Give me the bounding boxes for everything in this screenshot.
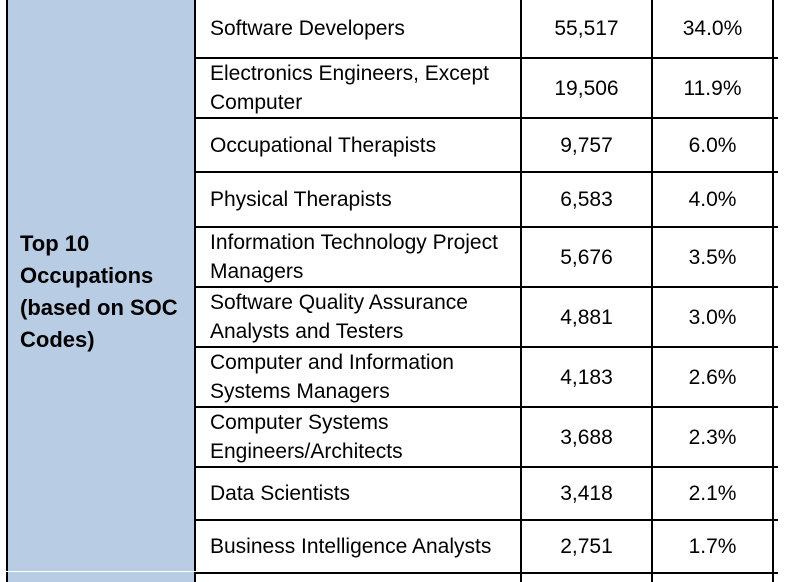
occupation-rows: Software Developers 55,517 34.0% Electro… bbox=[196, 0, 778, 582]
percent-cell: 2.3% bbox=[653, 408, 774, 466]
percent-cell: 1.7% bbox=[653, 521, 774, 572]
column-divider bbox=[772, 572, 774, 582]
next-row-edge bbox=[196, 572, 778, 582]
occupation-cell: Computer Systems Engineers/Architects bbox=[196, 408, 522, 466]
count-cell: 9,757 bbox=[522, 119, 653, 171]
occupation-cell: Data Scientists bbox=[196, 468, 522, 519]
percent-cell: 2.1% bbox=[653, 468, 774, 519]
percent-cell: 34.0% bbox=[653, 0, 774, 57]
occupation-cell: Information Technology Project Managers bbox=[196, 228, 522, 286]
occupation-cell: Occupational Therapists bbox=[196, 119, 522, 171]
count-cell: 19,506 bbox=[522, 59, 653, 117]
table-row: Occupational Therapists 9,757 6.0% bbox=[196, 119, 778, 173]
percent-cell: 3.0% bbox=[653, 288, 774, 346]
next-category-cell-edge bbox=[6, 572, 196, 582]
count-cell: 55,517 bbox=[522, 0, 653, 57]
occupation-cell: Software Developers bbox=[196, 0, 522, 57]
occupation-cell: Software Quality Assurance Analysts and … bbox=[196, 288, 522, 346]
table-row: Software Quality Assurance Analysts and … bbox=[196, 288, 778, 348]
count-cell: 2,751 bbox=[522, 521, 653, 572]
column-divider bbox=[520, 572, 522, 582]
percent-cell: 11.9% bbox=[653, 59, 774, 117]
percent-cell: 2.6% bbox=[653, 348, 774, 406]
category-label: Top 10 Occupations (based on SOC Codes) bbox=[20, 231, 178, 352]
count-cell: 6,583 bbox=[522, 173, 653, 226]
table-row: Data Scientists 3,418 2.1% bbox=[196, 468, 778, 521]
count-cell: 4,881 bbox=[522, 288, 653, 346]
table-row: Computer and Information Systems Manager… bbox=[196, 348, 778, 408]
occupation-cell: Computer and Information Systems Manager… bbox=[196, 348, 522, 406]
occupation-cell: Physical Therapists bbox=[196, 173, 522, 226]
count-cell: 3,688 bbox=[522, 408, 653, 466]
table-row: Computer Systems Engineers/Architects 3,… bbox=[196, 408, 778, 468]
table-row: Physical Therapists 6,583 4.0% bbox=[196, 173, 778, 228]
table-row: Business Intelligence Analysts 2,751 1.7… bbox=[196, 521, 778, 574]
occupation-cell: Electronics Engineers, Except Computer bbox=[196, 59, 522, 117]
column-divider bbox=[651, 572, 653, 582]
percent-cell: 4.0% bbox=[653, 173, 774, 226]
occupation-cell: Business Intelligence Analysts bbox=[196, 521, 522, 572]
percent-cell: 6.0% bbox=[653, 119, 774, 171]
count-cell: 3,418 bbox=[522, 468, 653, 519]
table-row: Software Developers 55,517 34.0% bbox=[196, 0, 778, 59]
table-row: Electronics Engineers, Except Computer 1… bbox=[196, 59, 778, 119]
percent-cell: 3.5% bbox=[653, 228, 774, 286]
count-cell: 5,676 bbox=[522, 228, 653, 286]
category-cell: Top 10 Occupations (based on SOC Codes) bbox=[6, 0, 196, 571]
table-row: Information Technology Project Managers … bbox=[196, 228, 778, 288]
count-cell: 4,183 bbox=[522, 348, 653, 406]
